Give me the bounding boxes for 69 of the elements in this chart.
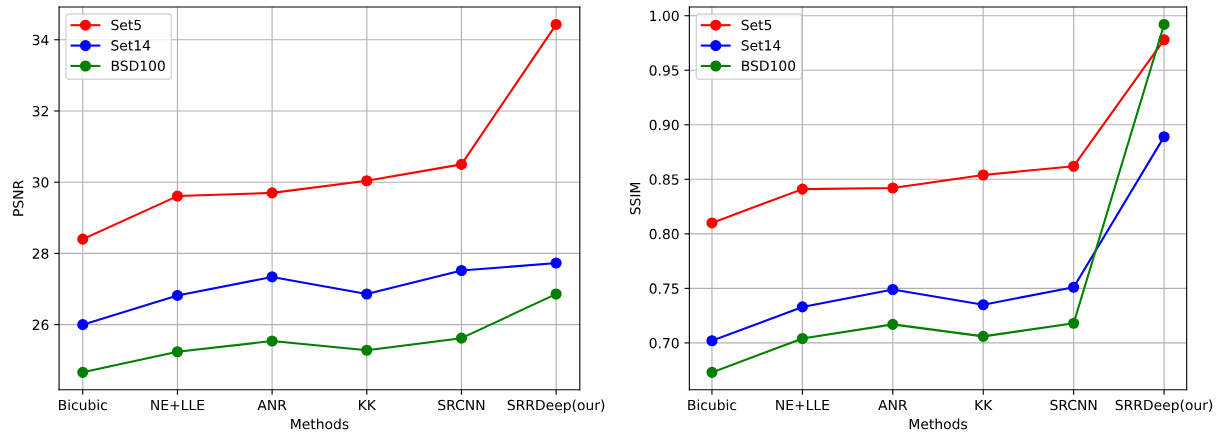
point	[1158, 18, 1170, 30]
point	[977, 299, 989, 311]
y-tick-label: 0.90	[649, 119, 679, 131]
y-tick-label: 1.00	[650, 10, 679, 22]
x-tick-label: NE+LLE	[151, 399, 205, 411]
y-tick-label: 0.75	[649, 283, 679, 294]
y-tick-label: 0.70	[649, 337, 679, 349]
point	[77, 366, 89, 378]
x-tick-label: Bicubic	[688, 399, 737, 411]
y-tick-label: 0.80	[649, 228, 679, 240]
point	[361, 288, 373, 300]
point	[550, 288, 562, 300]
x-tick-label: KK	[359, 399, 377, 411]
x-tick-label: ANR	[257, 399, 287, 411]
legend-label: BSD100	[111, 60, 165, 72]
x-tick-label: SRRDeep(our)	[507, 399, 605, 413]
x-tick-label: SRCNN	[438, 399, 485, 411]
point	[266, 187, 278, 199]
point	[550, 257, 562, 269]
point	[887, 318, 899, 330]
x-tick-label: SRCNN	[1050, 399, 1097, 411]
point	[706, 217, 718, 229]
legend-label: Set5	[111, 19, 141, 31]
legend-label: Set14	[741, 40, 781, 51]
point	[455, 264, 468, 277]
point	[977, 169, 989, 181]
point	[171, 346, 183, 358]
point	[266, 271, 278, 283]
point	[796, 332, 808, 345]
y-tick-label: 0.85	[649, 174, 679, 185]
point	[455, 158, 468, 170]
point	[1068, 160, 1080, 172]
point	[1068, 317, 1080, 329]
y-tick-label: 34	[32, 34, 49, 46]
point	[796, 183, 808, 195]
legend-label: Set14	[111, 40, 151, 51]
y-tick-label: 32	[32, 105, 48, 117]
legend-label: Set5	[741, 19, 772, 31]
point	[361, 344, 373, 356]
y-tick-label: 26	[32, 319, 49, 331]
point	[77, 233, 89, 245]
point	[977, 330, 989, 342]
point	[77, 319, 89, 331]
point	[1068, 281, 1080, 293]
point	[706, 366, 718, 378]
point	[266, 335, 278, 347]
point	[706, 335, 718, 347]
y-axis-title: PSNR	[12, 180, 24, 216]
point	[550, 18, 562, 30]
y-tick-label: 30	[32, 177, 49, 188]
legend-label: BSD100	[742, 60, 796, 72]
point	[361, 175, 373, 187]
point	[171, 190, 183, 202]
point	[455, 332, 468, 344]
x-tick-label: Bicubic	[59, 399, 107, 411]
x-tick-label: KK	[975, 399, 993, 411]
x-tick-label: NE+LLE	[776, 399, 830, 411]
x-axis-title: Methods	[909, 418, 968, 430]
x-tick-label: ANR	[878, 399, 908, 411]
point	[1158, 131, 1170, 143]
x-tick-label: SRRDeep(our)	[1115, 399, 1213, 413]
y-tick-label: 0.95	[649, 65, 679, 76]
point	[171, 289, 183, 301]
y-axis-title: SSIM	[629, 182, 641, 215]
point	[796, 301, 808, 313]
point	[887, 182, 899, 194]
y-tick-label: 28	[32, 248, 49, 259]
x-axis-title: Methods	[291, 418, 349, 430]
point	[887, 283, 899, 296]
